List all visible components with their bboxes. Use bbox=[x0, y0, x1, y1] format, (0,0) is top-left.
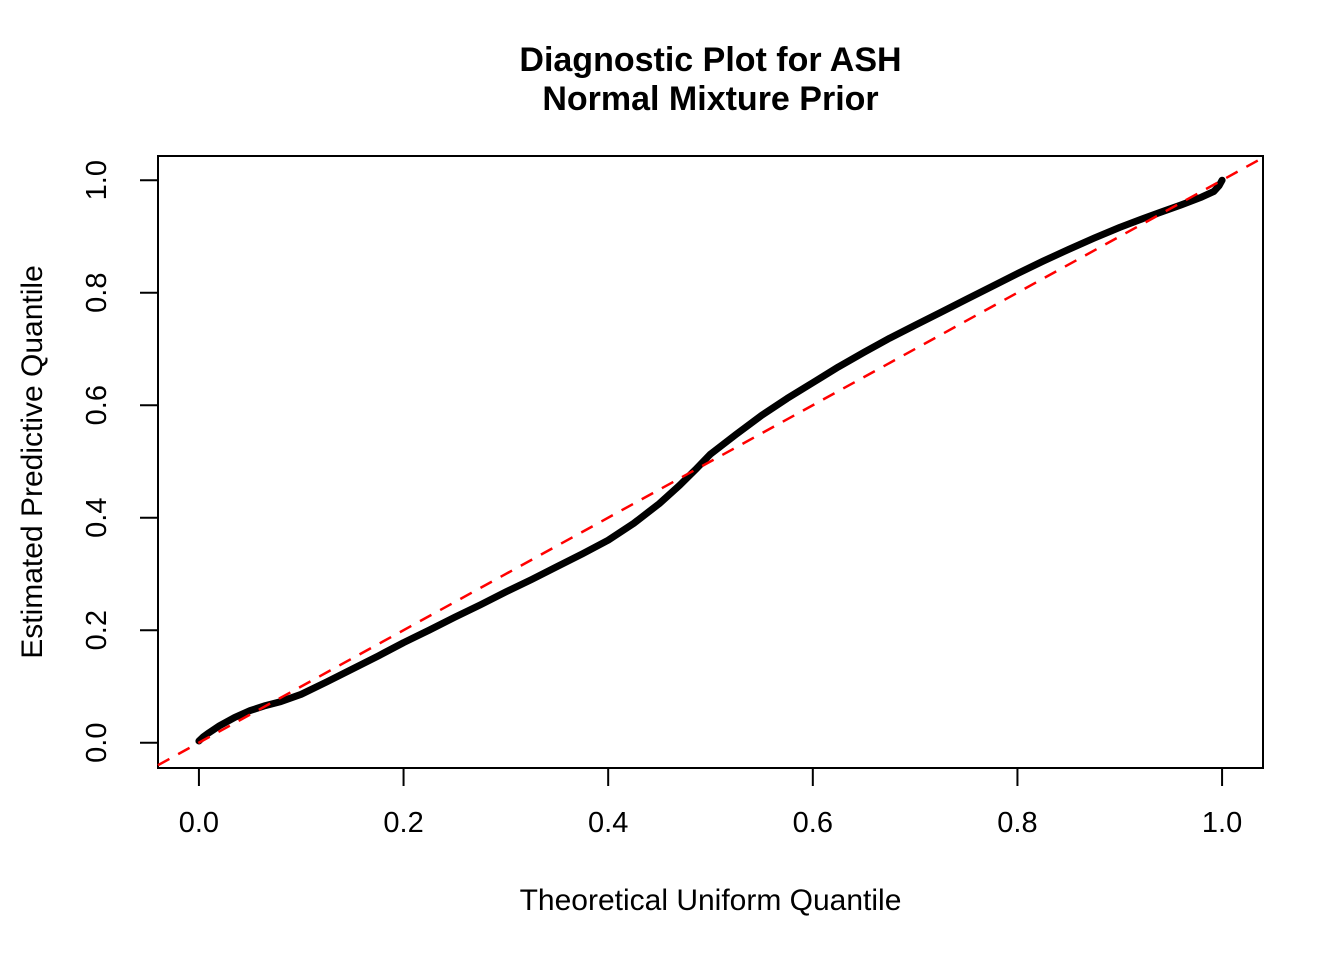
y-axis-tick-label: 0.8 bbox=[81, 273, 113, 313]
observed-quantile-curve bbox=[195, 176, 1226, 745]
x-axis-tick-label: 0.4 bbox=[588, 807, 628, 839]
chart-title: Diagnostic Plot for ASH Normal Mixture P… bbox=[158, 41, 1263, 119]
y-axis-tick-label: 0.6 bbox=[81, 385, 113, 425]
chart-title-line1: Diagnostic Plot for ASH bbox=[519, 41, 902, 79]
y-axis-tick-label: 0.0 bbox=[81, 723, 113, 763]
y-axis-tick-label: 0.4 bbox=[81, 498, 113, 538]
y-axis-label: Estimated Predictive Quantile bbox=[16, 265, 49, 659]
x-axis-tick-label: 1.0 bbox=[1202, 807, 1242, 839]
x-axis-tick-label: 0.6 bbox=[793, 807, 833, 839]
reference-line bbox=[157, 156, 1264, 767]
y-axis-tick-label: 0.2 bbox=[81, 610, 113, 650]
x-axis-label: Theoretical Uniform Quantile bbox=[519, 884, 902, 917]
chart-title-line2: Normal Mixture Prior bbox=[542, 80, 879, 118]
y-axis-tick-label: 1.0 bbox=[81, 160, 113, 200]
x-axis-tick-label: 0.8 bbox=[997, 807, 1037, 839]
x-axis-tick-label: 0.0 bbox=[179, 807, 219, 839]
plot-border bbox=[157, 155, 1264, 769]
x-axis-tick-label: 0.2 bbox=[383, 807, 423, 839]
